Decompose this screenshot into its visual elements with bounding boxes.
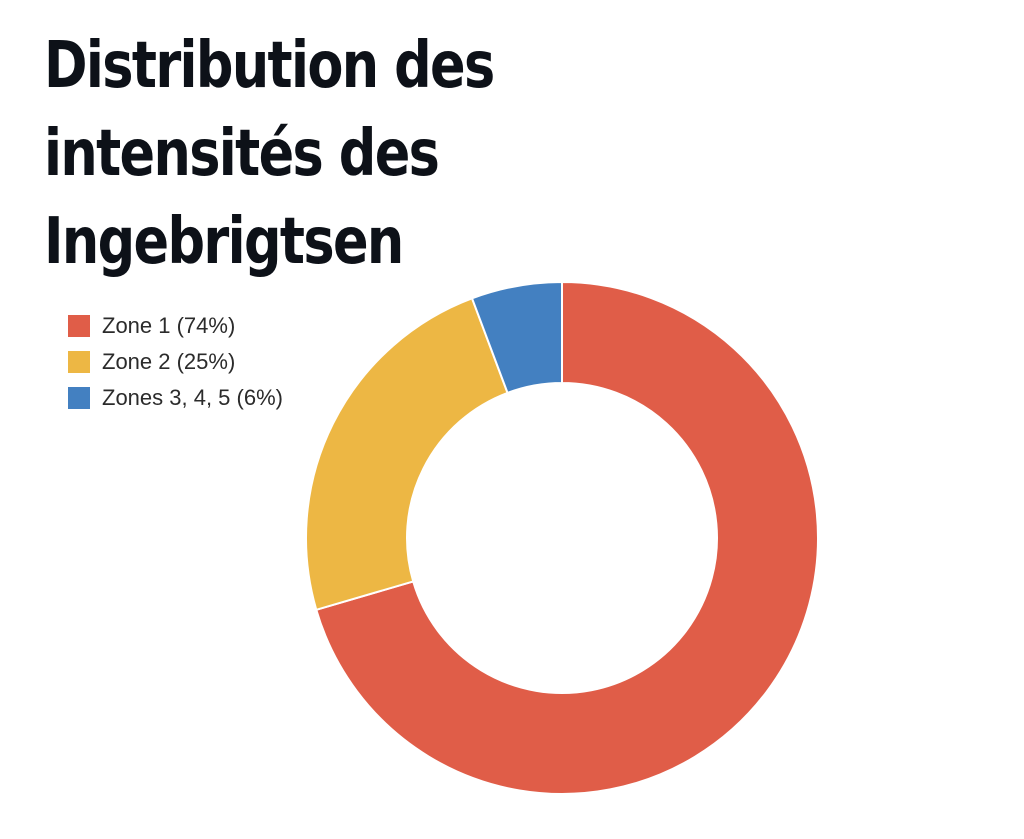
legend-swatch (68, 351, 90, 373)
legend-swatch (68, 387, 90, 409)
legend-swatch (68, 315, 90, 337)
donut-slice[interactable] (315, 280, 819, 795)
chart-title: Distribution des intensités des Ingebrig… (44, 29, 495, 279)
legend-item[interactable]: Zone 1 (74%) (68, 308, 283, 344)
chart-legend: Zone 1 (74%) Zone 2 (25%) Zones 3, 4, 5 … (68, 308, 283, 416)
legend-label: Zone 1 (74%) (102, 313, 236, 338)
legend-item[interactable]: Zone 2 (25%) (68, 344, 283, 380)
legend-label: Zone 2 (25%) (102, 349, 236, 374)
donut-slice[interactable] (470, 280, 563, 395)
legend-item[interactable]: Zones 3, 4, 5 (6%) (68, 380, 283, 416)
legend-label: Zones 3, 4, 5 (6%) (102, 385, 283, 410)
donut-slice[interactable] (305, 297, 509, 612)
